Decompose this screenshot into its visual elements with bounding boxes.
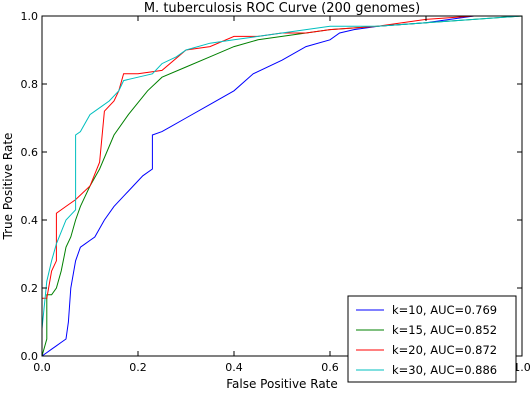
- plot-frame: [41, 15, 523, 357]
- y-tick-label: 1.0: [21, 10, 39, 23]
- x-tick-label: 0.0: [33, 361, 51, 374]
- x-tick-label: 0.2: [129, 361, 147, 374]
- legend-label-4: k=30, AUC=0.886: [392, 363, 497, 377]
- series-line-1: [41, 15, 522, 357]
- y-axis-title: True Positive Rate: [1, 133, 15, 241]
- x-axis-title: False Positive Rate: [226, 377, 338, 391]
- legend-label-2: k=15, AUC=0.852: [392, 323, 497, 337]
- y-tick-label: 0.0: [21, 350, 39, 363]
- legend: k=10, AUC=0.769 k=15, AUC=0.852 k=20, AUC=…: [347, 295, 517, 383]
- y-tick-label: 0.4: [21, 214, 39, 227]
- series-layer: [41, 15, 523, 357]
- chart-title: M. tuberculosis ROC Curve (200 genomes): [144, 1, 420, 16]
- x-tick-label: 0.6: [321, 361, 339, 374]
- y-tick-label: 0.8: [21, 78, 39, 91]
- y-tick-label: 0.2: [21, 282, 39, 295]
- x-tick-label: 1.0: [513, 361, 530, 374]
- series-line-4: [41, 15, 523, 356]
- x-tick-label: 0.4: [225, 361, 243, 374]
- legend-label-3: k=20, AUC=0.872: [392, 343, 497, 357]
- legend-label-1: k=10, AUC=0.769: [392, 303, 497, 317]
- y-tick-label: 0.6: [21, 146, 39, 159]
